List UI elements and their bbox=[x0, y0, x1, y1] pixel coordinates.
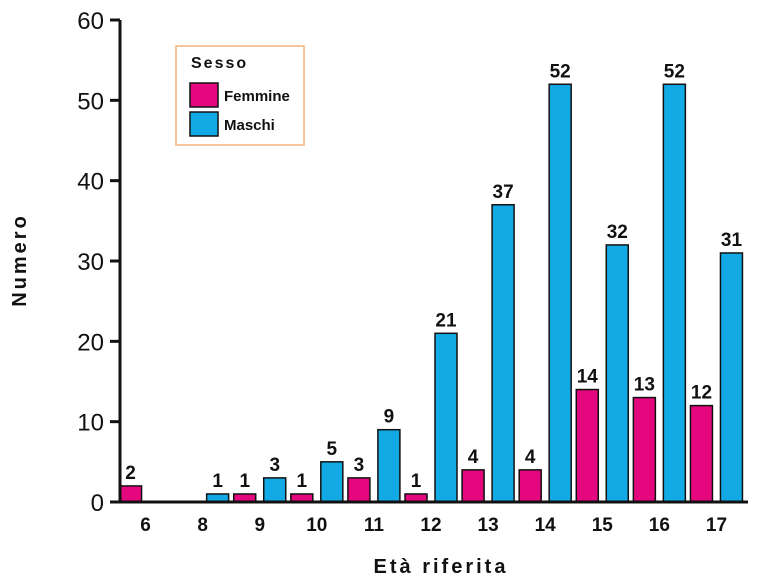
data-label-femmine-13: 4 bbox=[468, 447, 479, 468]
data-label-maschi-16: 52 bbox=[664, 61, 685, 82]
data-label-femmine-12: 1 bbox=[411, 471, 422, 492]
x-axis-ticks: 6 8 9 10 11 12 13 14 15 16 17 bbox=[140, 515, 727, 536]
legend-swatch-maschi bbox=[189, 111, 219, 137]
data-label-maschi-13: 37 bbox=[493, 182, 514, 203]
data-label-femmine-9: 1 bbox=[239, 471, 250, 492]
bar-maschi-12 bbox=[434, 332, 458, 503]
y-tick-label: 40 bbox=[77, 169, 104, 196]
legend-title: Sesso bbox=[191, 55, 248, 72]
bar-femmine-6 bbox=[118, 485, 143, 503]
x-tick-label: 12 bbox=[420, 515, 441, 536]
x-tick-label: 15 bbox=[592, 515, 614, 536]
data-label-femmine-10: 1 bbox=[297, 471, 308, 492]
bar-femmine-13 bbox=[461, 469, 485, 503]
data-label-maschi-12: 21 bbox=[435, 310, 457, 331]
data-label-femmine-11: 3 bbox=[354, 455, 365, 476]
y-tick-label: 60 bbox=[77, 8, 104, 35]
legend: Sesso Femmine Maschi bbox=[175, 45, 305, 146]
data-label-femmine-15: 14 bbox=[577, 367, 599, 388]
bar-femmine-17 bbox=[689, 404, 714, 503]
bar-femmine-16 bbox=[632, 396, 657, 503]
x-tick-label: 16 bbox=[649, 515, 670, 536]
legend-swatch-femmine bbox=[189, 82, 219, 108]
x-tick-label: 9 bbox=[254, 515, 265, 536]
bar-maschi-17 bbox=[719, 252, 744, 503]
bars bbox=[118, 83, 744, 503]
y-tick-label: 30 bbox=[77, 249, 104, 276]
y-tick-label: 0 bbox=[91, 490, 104, 517]
x-tick-label: 11 bbox=[364, 515, 385, 536]
bar-maschi-16 bbox=[662, 83, 687, 503]
x-tick-label: 13 bbox=[478, 515, 499, 536]
bar-femmine-15 bbox=[575, 388, 600, 503]
y-tick-label: 10 bbox=[77, 410, 104, 437]
x-axis-title: Età riferita bbox=[374, 556, 509, 578]
x-tick-label: 17 bbox=[706, 515, 727, 536]
bar-femmine-14 bbox=[518, 469, 542, 503]
legend-label-femmine: Femmine bbox=[224, 88, 290, 105]
bar-maschi-11 bbox=[377, 428, 401, 503]
bar-maschi-10 bbox=[320, 461, 344, 503]
data-label-maschi-11: 9 bbox=[384, 407, 395, 428]
data-label-maschi-14: 52 bbox=[550, 61, 571, 82]
x-tick-label: 8 bbox=[197, 515, 208, 536]
data-label-maschi-10: 5 bbox=[327, 439, 338, 460]
bar-maschi-13 bbox=[491, 204, 515, 503]
y-axis-title: Numero bbox=[9, 213, 31, 307]
y-tick-label: 50 bbox=[77, 88, 104, 115]
data-label-femmine-14: 4 bbox=[525, 447, 536, 468]
legend-label-maschi: Maschi bbox=[224, 117, 275, 134]
data-label-femmine-17: 12 bbox=[691, 383, 712, 404]
bar-maschi-9 bbox=[262, 477, 287, 503]
data-label-maschi-8: 1 bbox=[212, 471, 223, 492]
y-axis-ticks: 0 10 20 30 40 50 60 bbox=[77, 8, 120, 517]
data-label-maschi-17: 31 bbox=[721, 230, 743, 251]
y-tick-label: 20 bbox=[77, 329, 104, 356]
data-label-femmine-6: 2 bbox=[125, 463, 136, 484]
bar-maschi-15 bbox=[605, 244, 630, 503]
bar-maschi-14 bbox=[548, 83, 572, 503]
x-tick-label: 6 bbox=[140, 515, 151, 536]
data-label-femmine-16: 13 bbox=[634, 375, 655, 396]
bar-femmine-11 bbox=[347, 477, 371, 503]
data-label-maschi-15: 32 bbox=[607, 222, 628, 243]
x-tick-label: 14 bbox=[535, 515, 557, 536]
x-tick-label: 10 bbox=[306, 515, 327, 536]
data-label-maschi-9: 3 bbox=[269, 455, 280, 476]
